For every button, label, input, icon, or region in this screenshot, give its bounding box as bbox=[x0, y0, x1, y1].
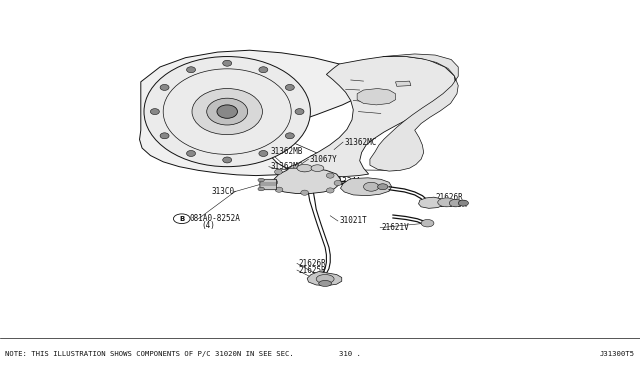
Polygon shape bbox=[370, 54, 458, 171]
Text: 31334A: 31334A bbox=[333, 177, 361, 186]
Ellipse shape bbox=[319, 280, 332, 286]
Ellipse shape bbox=[316, 275, 334, 283]
Ellipse shape bbox=[326, 173, 334, 178]
Ellipse shape bbox=[258, 187, 264, 191]
Ellipse shape bbox=[150, 109, 159, 115]
Text: 21621V: 21621V bbox=[381, 223, 409, 232]
Text: (4): (4) bbox=[201, 221, 215, 230]
Text: 31021T: 31021T bbox=[339, 217, 367, 225]
Ellipse shape bbox=[285, 133, 294, 139]
Ellipse shape bbox=[378, 184, 388, 190]
Ellipse shape bbox=[207, 98, 248, 125]
Ellipse shape bbox=[295, 109, 304, 115]
Ellipse shape bbox=[285, 84, 294, 90]
Text: 31362MC: 31362MC bbox=[344, 138, 377, 147]
Text: 31067Y: 31067Y bbox=[310, 155, 337, 164]
Ellipse shape bbox=[144, 57, 310, 167]
Ellipse shape bbox=[192, 89, 262, 135]
Polygon shape bbox=[273, 168, 340, 193]
Ellipse shape bbox=[334, 180, 342, 186]
Polygon shape bbox=[140, 50, 368, 176]
Ellipse shape bbox=[275, 169, 282, 174]
Ellipse shape bbox=[364, 182, 379, 191]
Polygon shape bbox=[419, 197, 444, 208]
Ellipse shape bbox=[160, 84, 169, 90]
Polygon shape bbox=[396, 81, 411, 86]
Ellipse shape bbox=[258, 178, 264, 182]
Ellipse shape bbox=[160, 133, 169, 139]
Text: 31362MB: 31362MB bbox=[270, 147, 303, 156]
Text: 21626R: 21626R bbox=[298, 259, 326, 268]
Ellipse shape bbox=[301, 167, 308, 172]
Ellipse shape bbox=[438, 198, 456, 207]
Ellipse shape bbox=[297, 164, 312, 172]
Text: 21625R: 21625R bbox=[298, 266, 326, 275]
Ellipse shape bbox=[187, 151, 196, 157]
Polygon shape bbox=[260, 179, 276, 190]
Ellipse shape bbox=[311, 165, 324, 171]
Text: B: B bbox=[179, 216, 184, 222]
Ellipse shape bbox=[326, 188, 334, 193]
Ellipse shape bbox=[259, 67, 268, 73]
Ellipse shape bbox=[217, 105, 237, 118]
Ellipse shape bbox=[223, 157, 232, 163]
Ellipse shape bbox=[458, 200, 468, 206]
Polygon shape bbox=[357, 89, 396, 105]
Ellipse shape bbox=[275, 187, 283, 192]
Ellipse shape bbox=[449, 199, 462, 207]
Text: 081A0-8252A: 081A0-8252A bbox=[189, 214, 240, 223]
Ellipse shape bbox=[301, 190, 308, 195]
Text: J31300T5: J31300T5 bbox=[600, 351, 635, 357]
Polygon shape bbox=[340, 178, 392, 196]
Ellipse shape bbox=[187, 67, 196, 73]
Polygon shape bbox=[307, 272, 342, 286]
Text: 21626R: 21626R bbox=[435, 193, 463, 202]
Circle shape bbox=[173, 214, 190, 224]
Text: 21625R: 21625R bbox=[440, 200, 467, 209]
Polygon shape bbox=[287, 57, 456, 177]
Ellipse shape bbox=[270, 180, 278, 185]
Text: 31362MC: 31362MC bbox=[270, 162, 303, 171]
Ellipse shape bbox=[421, 219, 434, 227]
Text: NOTE: THIS ILLUSTRATION SHOWS COMPONENTS OF P/C 31020N IN SEE SEC.: NOTE: THIS ILLUSTRATION SHOWS COMPONENTS… bbox=[5, 351, 294, 357]
Ellipse shape bbox=[259, 151, 268, 157]
Ellipse shape bbox=[223, 60, 232, 66]
Text: 313C0: 313C0 bbox=[211, 187, 234, 196]
Text: 310 .: 310 . bbox=[339, 351, 361, 357]
